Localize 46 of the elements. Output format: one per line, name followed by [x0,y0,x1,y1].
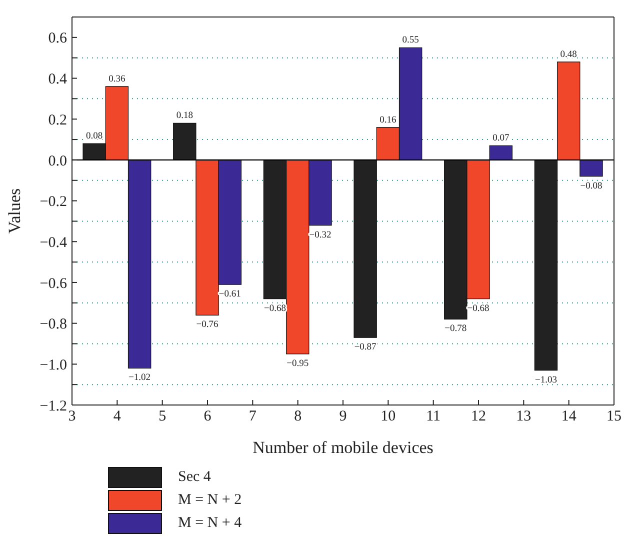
data-label: −0.32 [309,230,332,240]
y-tick-label: −1.0 [40,357,67,374]
legend-label: Sec 4 [178,468,211,486]
x-tick-label: 11 [426,408,441,425]
data-label: 0.48 [560,50,578,60]
data-label: −0.08 [580,181,602,192]
y-tick-label: −0.2 [40,194,67,210]
x-tick-label: 7 [248,408,257,425]
data-label: 0.16 [380,115,396,126]
y-axis-title: Values [5,188,24,234]
data-label: 0.08 [86,132,103,142]
y-tick-label: 0.6 [48,30,68,47]
y-tick-label: −1.2 [40,398,67,414]
x-tick-label: 10 [380,408,396,425]
x-tick-label: 9 [339,408,347,425]
y-tick-label: −0.8 [40,316,67,333]
data-label: −0.61 [218,290,242,300]
data-label: −1.02 [128,373,151,384]
x-tick-label: 4 [113,408,122,425]
x-tick-label: 12 [471,408,486,425]
data-label: 0.18 [176,111,194,122]
y-tick-label: 0.2 [48,112,67,128]
x-tick-label: 13 [516,408,532,425]
y-tick-label: 0.0 [48,153,67,170]
legend-label: M = N + 4 [178,514,242,532]
data-label: −0.68 [467,304,490,314]
x-tick-label: 14 [561,408,577,425]
data-label: 0.36 [108,74,126,84]
data-label: −0.68 [264,304,286,314]
data-label: −1.03 [534,375,558,386]
x-tick-label: 8 [294,408,302,425]
data-label: −0.87 [354,342,377,353]
data-label: −0.78 [444,324,467,334]
y-tick-label: 0.4 [48,72,68,88]
data-label: 0.55 [402,36,420,46]
x-tick-label: 5 [158,408,166,425]
x-axis-title: Number of mobile devices [252,438,434,457]
y-tick-label: −0.6 [40,276,68,292]
y-tick-label: −0.4 [40,234,68,251]
x-tick-label: 15 [606,408,622,425]
data-label: −0.95 [286,358,309,369]
data-label: −0.76 [196,320,219,330]
x-tick-label: 6 [204,408,212,425]
legend-label: M = N + 2 [178,492,242,508]
x-tick-label: 3 [68,408,76,425]
data-label: 0.07 [492,134,510,144]
